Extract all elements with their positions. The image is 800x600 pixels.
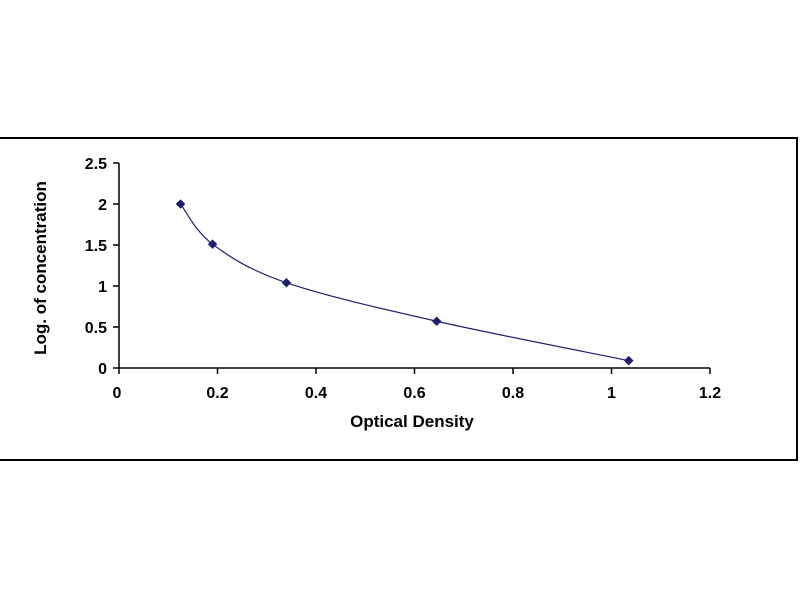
chart-frame: [0, 137, 798, 461]
data-point-marker: [175, 199, 186, 209]
y-axis-title: Log. of concentration: [31, 181, 50, 355]
data-points: [175, 199, 634, 366]
x-tick-label: 1: [607, 385, 616, 402]
x-axis-title: Optical Density: [350, 412, 474, 431]
trend-curve-layer: [180, 203, 629, 362]
y-tick-label: 2.5: [85, 156, 107, 173]
y-tick-label: 0: [98, 361, 107, 378]
x-tick-label: 0.4: [305, 385, 327, 402]
data-point-marker: [281, 277, 292, 288]
axes: [118, 163, 710, 369]
y-tick-label: 1: [98, 279, 107, 296]
data-point-marker: [623, 355, 634, 366]
axis-ticks: 0 0.5 1 1.5 2 2.5 0 0.2 0.4 0.6 0.8 1 1.2: [85, 156, 721, 402]
y-tick-label: 1.5: [85, 238, 107, 255]
trend-curve: [180, 203, 629, 362]
y-tick-label: 2: [98, 197, 107, 214]
data-point-marker: [207, 239, 218, 250]
data-point-marker: [431, 316, 442, 327]
x-tick-label: 0: [113, 385, 122, 402]
x-tick-label: 0.2: [206, 385, 228, 402]
y-tick-label: 0.5: [85, 320, 107, 337]
x-tick-label: 0.6: [403, 385, 425, 402]
x-tick-label: 0.8: [502, 385, 524, 402]
x-tick-label: 1.2: [699, 385, 721, 402]
